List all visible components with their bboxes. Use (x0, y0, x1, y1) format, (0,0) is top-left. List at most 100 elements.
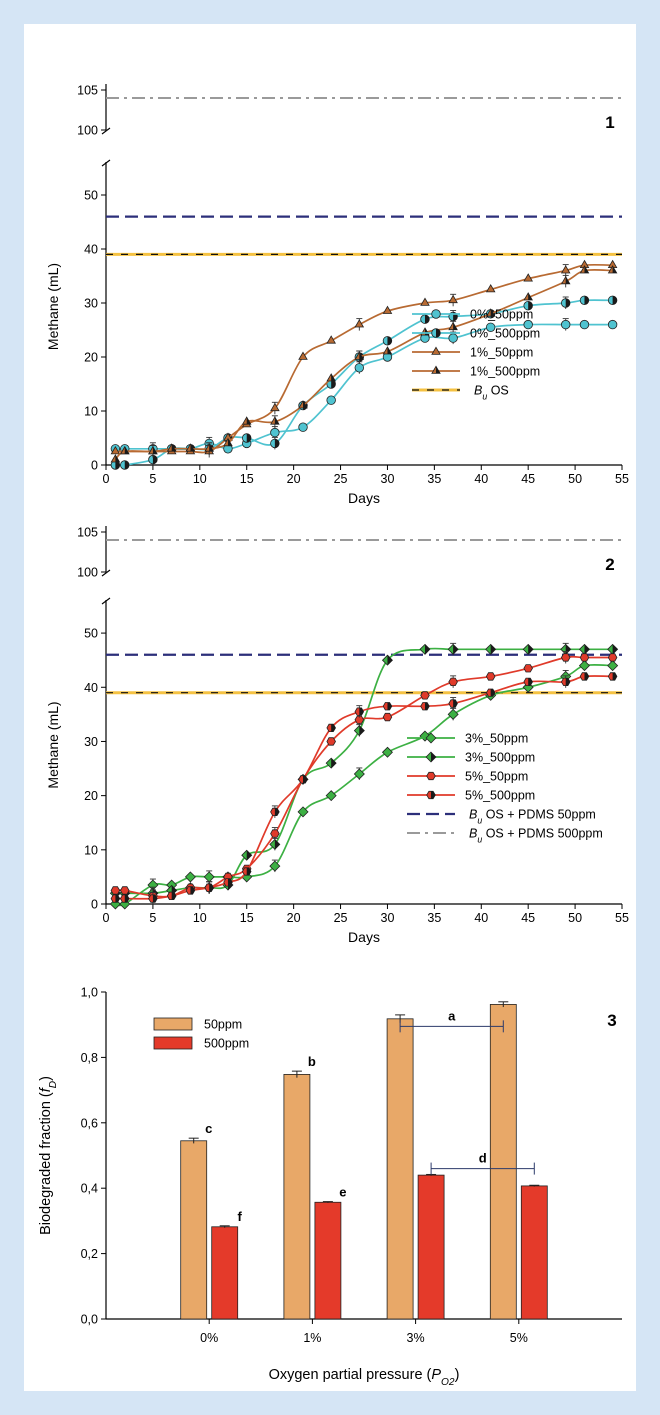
significance-letter: b (308, 1054, 316, 1069)
y-tick-label: 0,6 (81, 1116, 98, 1130)
data-point (607, 295, 618, 306)
data-point (353, 768, 365, 780)
series-5%_50ppm (110, 651, 618, 902)
x-tick-label: 55 (615, 911, 629, 925)
data-point (354, 351, 365, 360)
significance-letter: f (238, 1209, 243, 1224)
data-point (485, 322, 496, 333)
axis-break-mark (101, 597, 111, 605)
y-tick-label: 100 (77, 124, 98, 138)
data-point (223, 437, 233, 447)
data-point (382, 346, 393, 355)
series-1%_50ppm (110, 259, 618, 458)
series-1%_500ppm (110, 265, 618, 463)
bar-panel-3: 0,00,20,40,60,81,00% 1% 3% 5%cbfead50ppm500… (38, 986, 622, 1388)
data-point (561, 319, 571, 330)
data-point (110, 460, 121, 470)
panel-label: 3 (607, 1011, 616, 1030)
bar (489, 1004, 517, 1320)
data-point (607, 643, 619, 655)
data-point (420, 314, 430, 324)
x-tick-label: 0 (103, 472, 110, 486)
legend-marker (431, 309, 441, 319)
x-tick-label: 10 (193, 472, 207, 486)
data-point (185, 886, 196, 895)
data-point (185, 443, 196, 452)
y-tick-label: 40 (84, 243, 98, 257)
data-point (270, 427, 280, 438)
series-line (115, 675, 613, 900)
x-tick-label: 10 (193, 911, 207, 925)
line-panel-2: 0 5 10 15 20 25 30 35 40 45 50 55 0 10 20 30 40 50 100 105 D… (45, 526, 629, 946)
data-point (270, 402, 280, 412)
data-point (579, 653, 590, 662)
bar (314, 1201, 342, 1320)
data-point (326, 395, 336, 405)
axis-break-mark (101, 569, 111, 577)
data-point (326, 335, 336, 344)
data-point (523, 664, 533, 673)
data-point (270, 807, 280, 816)
data-point (241, 867, 252, 876)
x-tick-label: 3% (407, 1331, 425, 1345)
data-point (485, 284, 496, 293)
y-tick-label: 50 (84, 189, 98, 203)
y-tick-label: 0,4 (81, 1182, 98, 1196)
legend-marker (425, 732, 437, 744)
x-tick-label: 5 (149, 911, 156, 925)
data-point (382, 336, 393, 346)
data-point (120, 894, 130, 903)
y-tick-label: 20 (84, 789, 98, 803)
x-tick-label: 5% (510, 1331, 528, 1345)
figure-panel: 0 5 10 15 20 25 30 35 40 45 50 55 0 10 20 30 40 50 100 105 D… (24, 24, 636, 1391)
data-point (241, 416, 252, 425)
y-tick-label: 30 (84, 297, 98, 311)
legend-swatch (153, 1036, 193, 1050)
y-tick-label: 30 (84, 735, 98, 749)
data-point (523, 677, 533, 686)
y-tick-label: 0,2 (81, 1247, 98, 1261)
series-line (115, 323, 613, 451)
data-point (578, 643, 590, 655)
legend-marker (431, 365, 441, 374)
data-point (110, 894, 121, 903)
x-tick-label: 15 (240, 911, 254, 925)
data-point (354, 715, 365, 724)
data-point (579, 319, 590, 330)
data-point (270, 829, 280, 838)
y-axis-label: Methane (mL) (45, 263, 61, 350)
data-point (382, 305, 393, 314)
bracket-label: d (479, 1151, 487, 1166)
data-point (447, 643, 459, 655)
data-point (325, 790, 337, 802)
data-point (447, 708, 459, 720)
data-point (523, 319, 533, 330)
y-tick-label: 105 (77, 84, 98, 98)
data-point (522, 643, 534, 655)
legend-label: 0%_500ppm (470, 327, 540, 341)
x-tick-label: 50 (568, 911, 582, 925)
bar-series-500ppm: fe (211, 1173, 548, 1320)
x-tick-label: 40 (474, 911, 488, 925)
data-point (297, 806, 309, 818)
y-tick-label: 10 (84, 843, 98, 857)
data-point (110, 454, 121, 463)
legend-label: Bu OS + PDMS 50ppm (469, 808, 596, 826)
legend-marker (426, 790, 436, 800)
x-tick-label: 5 (149, 472, 156, 486)
legend-label: 50ppm (204, 1018, 242, 1032)
x-tick-label: 35 (427, 911, 441, 925)
data-point (166, 891, 177, 900)
data-point (353, 725, 365, 737)
data-point (242, 433, 252, 443)
data-point (184, 871, 196, 883)
data-point (560, 653, 571, 662)
data-point (148, 894, 158, 903)
legend-label: 5%_500ppm (465, 789, 535, 803)
data-point (120, 460, 130, 470)
data-point (270, 438, 280, 449)
data-point (354, 707, 365, 716)
y-tick-label: 100 (77, 566, 98, 580)
legend: 0%_50ppm 0%_500ppm 1%_50ppm 1%_500ppm Bu OS (412, 308, 540, 402)
data-point (607, 672, 618, 681)
